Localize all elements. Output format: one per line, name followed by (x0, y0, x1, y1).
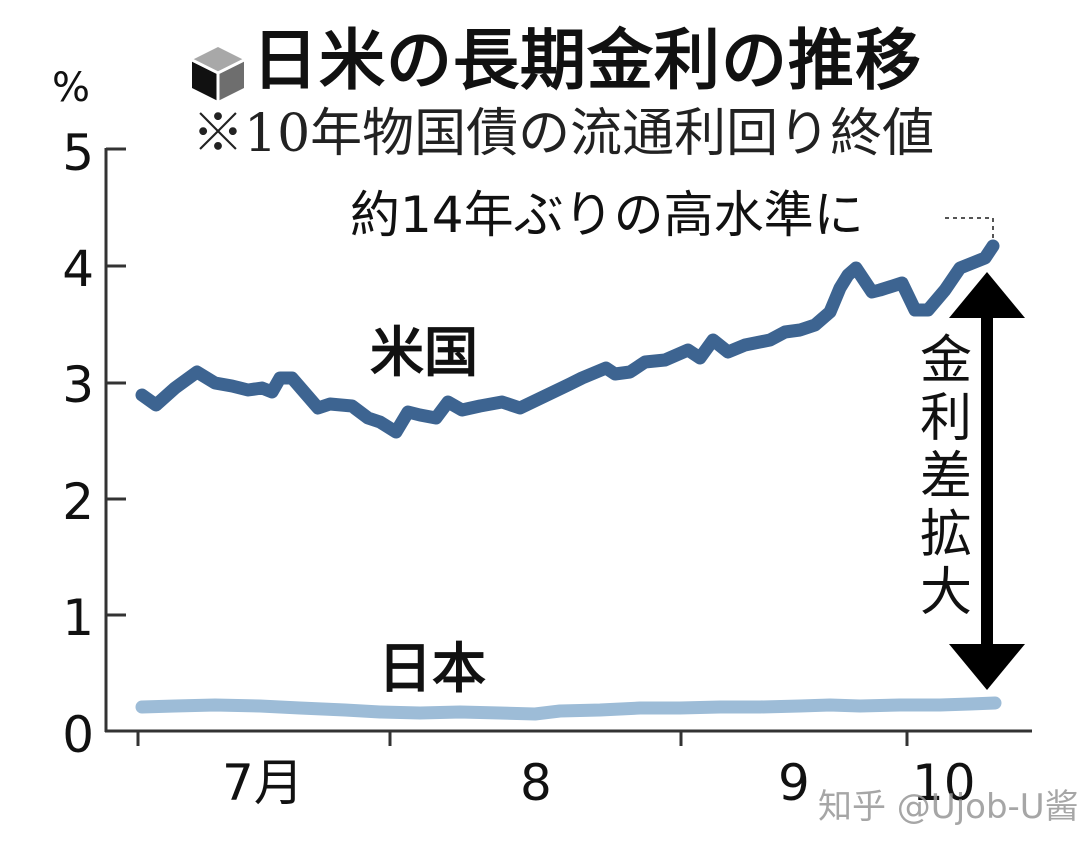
japan-yield-line (135, 696, 1002, 721)
y-axis-unit: % (52, 65, 91, 111)
spread-double-arrow (949, 272, 1025, 690)
chart-subtitle: ※10年物国債の流通利回り終値 (192, 104, 935, 164)
spread-char: 差 (919, 447, 972, 507)
y-tick-label-1: 1 (62, 589, 94, 647)
chart-title: 日米の長期金利の推移 (252, 22, 922, 99)
annotation-leader-line (945, 217, 994, 240)
us-yield-line (135, 239, 1000, 439)
cube-icon (191, 47, 245, 101)
spread-char: 利 (919, 389, 972, 449)
x-tick-label-jul: 7月 (222, 754, 304, 812)
spread-char: 金 (919, 331, 972, 391)
japan-series-label: 日本 (378, 637, 486, 700)
x-tick-label-sep: 9 (778, 754, 810, 812)
x-tick-label-aug: 8 (520, 754, 552, 812)
axes (104, 147, 1032, 746)
y-tick-label-4: 4 (62, 240, 94, 298)
us-series-label: 米国 (370, 321, 478, 384)
spread-widening-label: 金 利 差 拡 大 (918, 332, 974, 622)
peak-annotation: 約14年ぶりの高水準に (350, 186, 864, 244)
y-tick-label-0: 0 (62, 706, 94, 764)
y-tick-label-5: 5 (62, 124, 94, 182)
spread-char: 大 (919, 563, 972, 623)
y-tick-label-2: 2 (62, 473, 94, 531)
y-tick-label-3: 3 (62, 356, 94, 414)
watermark: 知乎 @Ujob-U酱 (818, 787, 1079, 827)
spread-char: 拡 (919, 505, 972, 565)
x-tick-label-oct: 10 (912, 754, 976, 812)
